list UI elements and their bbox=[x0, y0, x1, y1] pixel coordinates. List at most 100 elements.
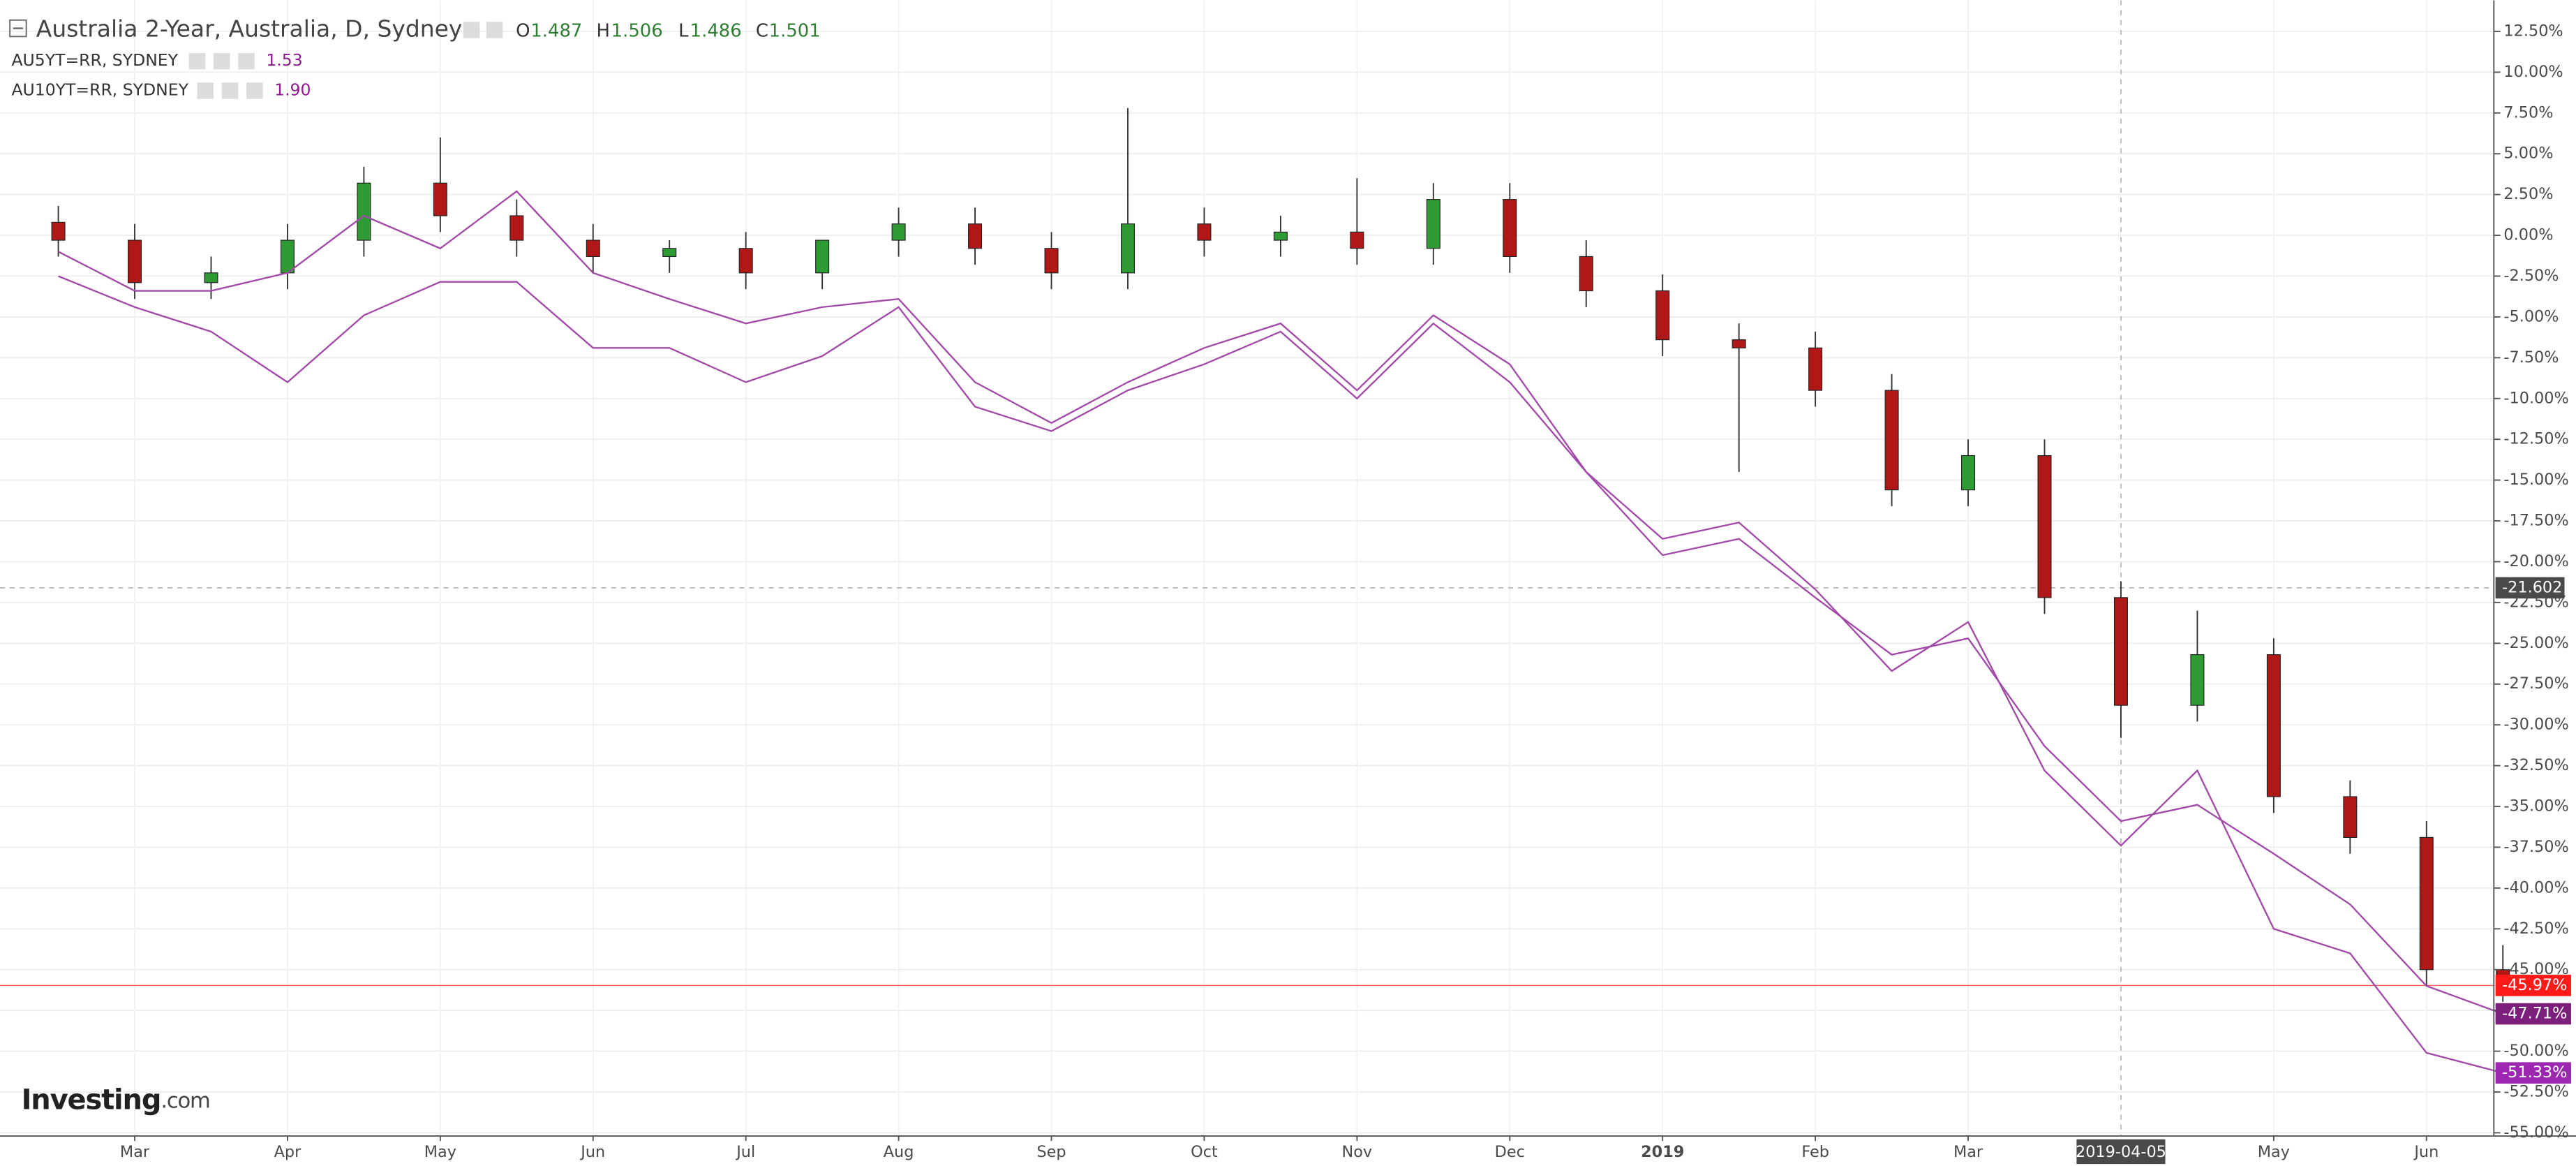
ohlc-key: L bbox=[678, 21, 689, 42]
y-tick-label: -37.50% bbox=[2503, 838, 2568, 856]
x-tick-label: Aug bbox=[884, 1143, 914, 1161]
candle-body bbox=[2037, 455, 2052, 598]
last-value-label: -47.71% bbox=[2502, 1005, 2567, 1023]
x-tick-label: Jul bbox=[735, 1143, 755, 1161]
settings-icon[interactable] bbox=[188, 52, 206, 70]
y-tick-label: 7.50% bbox=[2503, 103, 2553, 121]
ohlc-value: 1.501 bbox=[769, 21, 821, 42]
legend-value: 1.90 bbox=[274, 80, 311, 99]
y-tick-label: -55.00% bbox=[2503, 1123, 2568, 1142]
x-tick-label: Mar bbox=[120, 1143, 150, 1161]
x-tick-label: May bbox=[2258, 1143, 2290, 1161]
candle-body bbox=[1732, 339, 1746, 348]
candle-body bbox=[1273, 231, 1288, 241]
crosshair-price-label: -21.602 bbox=[2502, 578, 2562, 596]
crosshair-date-label: 2019-04-05 bbox=[2076, 1143, 2166, 1161]
ohlc-key: H bbox=[596, 21, 609, 42]
ohlc-key: O bbox=[516, 21, 530, 42]
candle-body bbox=[1350, 231, 1364, 249]
series-line bbox=[58, 275, 2503, 1015]
candle-body bbox=[968, 223, 983, 249]
x-tick-label: Jun bbox=[2413, 1143, 2439, 1161]
x-tick-label: Feb bbox=[1801, 1143, 1829, 1161]
logo: Investing.com bbox=[22, 1084, 210, 1116]
crosshair-price-box bbox=[2495, 577, 2565, 599]
candle-body bbox=[2113, 597, 2128, 706]
y-tick-label: -7.50% bbox=[2503, 348, 2559, 367]
settings-icon[interactable] bbox=[463, 22, 480, 38]
candle-body bbox=[1808, 347, 1823, 391]
settings-icon[interactable] bbox=[221, 82, 239, 99]
candle-body bbox=[586, 239, 600, 258]
candle-body bbox=[815, 239, 830, 274]
candle-body bbox=[2190, 654, 2205, 706]
x-tick-label: Jun bbox=[579, 1143, 605, 1161]
plot bbox=[51, 108, 2510, 1074]
settings-icon[interactable] bbox=[486, 22, 503, 38]
y-tick-label: -2.50% bbox=[2503, 267, 2559, 285]
x-tick-label: Sep bbox=[1036, 1143, 1066, 1161]
candle-body bbox=[738, 248, 753, 274]
y-tick-label: -25.00% bbox=[2503, 634, 2568, 652]
y-tick-label: -17.50% bbox=[2503, 512, 2568, 530]
legend-value: 1.53 bbox=[266, 50, 302, 70]
logo-brand: Investing bbox=[22, 1084, 161, 1116]
y-tick-label: -42.50% bbox=[2503, 920, 2568, 938]
last-value-box bbox=[2495, 975, 2571, 996]
x-tick-label: Apr bbox=[274, 1143, 301, 1161]
y-tick-label: -35.00% bbox=[2503, 797, 2568, 816]
settings-icon[interactable] bbox=[197, 82, 214, 99]
x-tick-label: 2019 bbox=[1641, 1143, 1684, 1161]
ohlc-key: C bbox=[756, 21, 768, 42]
ohlc-value: 1.486 bbox=[690, 21, 742, 42]
candle-body bbox=[1503, 199, 1517, 258]
y-tick-label: -10.00% bbox=[2503, 389, 2568, 407]
settings-icon[interactable] bbox=[214, 52, 230, 70]
x-tick-label: Dec bbox=[1495, 1143, 1525, 1161]
candle-body bbox=[1197, 223, 1212, 241]
y-tick-label: -40.00% bbox=[2503, 878, 2568, 896]
x-tick-label: May bbox=[424, 1143, 456, 1161]
candle-body bbox=[509, 215, 524, 241]
x-tick-label: Mar bbox=[1953, 1143, 1983, 1161]
candle-body bbox=[280, 239, 295, 274]
y-tick-label: -52.50% bbox=[2503, 1083, 2568, 1101]
ohlc-value: 1.506 bbox=[611, 21, 663, 42]
candle-body bbox=[128, 239, 142, 283]
axes: 12.50% 10.00% 7.50% 5.00% 2.50% 0.00% -2.50% -5… bbox=[120, 22, 2571, 1165]
y-tick-label: -32.50% bbox=[2503, 756, 2568, 774]
y-tick-label: -30.00% bbox=[2503, 716, 2568, 734]
candle-body bbox=[2266, 654, 2281, 797]
y-tick-label: 12.50% bbox=[2503, 22, 2563, 40]
legend-entry: AU10YT=RR, SYDNEY bbox=[11, 80, 188, 99]
candle-body bbox=[891, 223, 906, 241]
candle-body bbox=[1655, 290, 1670, 341]
collapse-icon[interactable] bbox=[9, 19, 27, 38]
candle-body bbox=[1961, 455, 1976, 491]
y-tick-label: -15.00% bbox=[2503, 471, 2568, 489]
legend-entry: AU5YT=RR, SYDNEY bbox=[11, 50, 178, 70]
logo-suffix: .com bbox=[161, 1088, 209, 1113]
candle-body bbox=[433, 182, 447, 216]
candle-body bbox=[51, 221, 66, 241]
candle-body bbox=[1044, 248, 1059, 274]
crosshair-date-box bbox=[2076, 1139, 2166, 1165]
chart-title: Australia 2-Year, Australia, D, Sydney bbox=[36, 15, 463, 42]
y-tick-label: -20.00% bbox=[2503, 552, 2568, 570]
close-icon[interactable] bbox=[246, 82, 263, 99]
x-tick-label: Oct bbox=[1191, 1143, 1218, 1161]
candle-body bbox=[204, 272, 218, 283]
last-value-box bbox=[2495, 1062, 2571, 1084]
y-tick-label: 5.00% bbox=[2503, 145, 2553, 163]
candle-body bbox=[1884, 390, 1899, 491]
last-value-label: -45.97% bbox=[2502, 976, 2567, 994]
y-tick-label: 2.50% bbox=[2503, 185, 2553, 203]
y-tick-label: 0.00% bbox=[2503, 226, 2553, 244]
candle-body bbox=[357, 182, 371, 241]
close-icon[interactable] bbox=[238, 52, 255, 70]
header: Australia 2-Year, Australia, D, Sydney O… bbox=[9, 15, 821, 99]
y-tick-label: -12.50% bbox=[2503, 430, 2568, 448]
ohlc-value: 1.487 bbox=[530, 21, 582, 42]
